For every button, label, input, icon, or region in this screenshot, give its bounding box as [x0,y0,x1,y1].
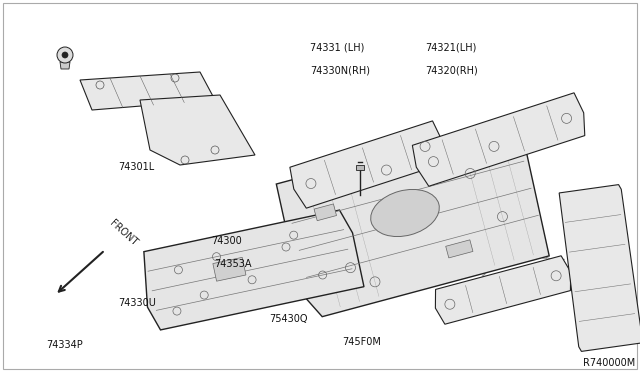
Text: 745F0M: 745F0M [342,337,381,347]
Bar [445,240,473,258]
Text: 74353A: 74353A [214,259,252,269]
Polygon shape [60,62,70,69]
Text: 75430Q: 75430Q [269,314,307,324]
Polygon shape [276,122,549,317]
Bar [213,257,246,281]
Text: 74301L: 74301L [118,162,155,172]
Ellipse shape [371,189,439,237]
Polygon shape [140,95,255,165]
Polygon shape [80,72,215,110]
Text: 74334P: 74334P [46,340,83,350]
Polygon shape [356,165,364,170]
Text: 74320(RH): 74320(RH) [426,65,478,75]
Text: R740000M: R740000M [583,358,635,368]
Polygon shape [559,185,640,352]
Text: FRONT: FRONT [108,218,140,248]
Text: 74331 (LH): 74331 (LH) [310,43,365,53]
Polygon shape [435,256,571,324]
Polygon shape [144,210,364,330]
Bar [314,204,337,221]
Polygon shape [412,93,585,186]
Circle shape [62,52,68,58]
Text: 74330U: 74330U [118,298,156,308]
Text: 74300: 74300 [211,236,242,246]
Circle shape [57,47,73,63]
Polygon shape [290,121,444,208]
Text: 74321(LH): 74321(LH) [426,43,477,53]
Text: 74330N(RH): 74330N(RH) [310,65,371,75]
